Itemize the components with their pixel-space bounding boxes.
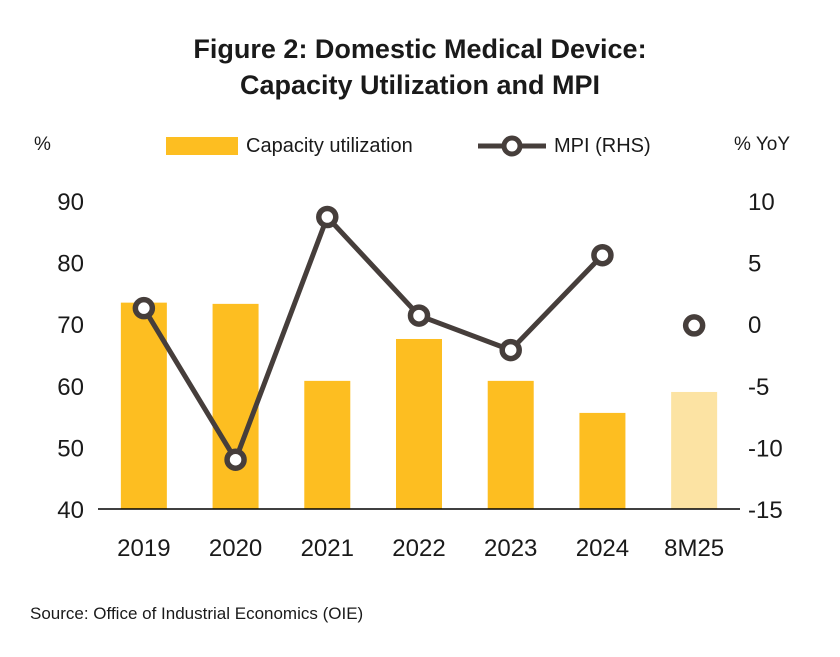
mpi-line-series	[132, 205, 706, 471]
x-tick-label: 2021	[301, 535, 354, 562]
right-tick-label: -15	[748, 497, 783, 524]
capacity-bars	[120, 302, 718, 509]
legend-marker-mpi	[501, 135, 523, 157]
x-tick-label: 2022	[392, 535, 445, 562]
left-axis-unit: %	[34, 134, 51, 155]
x-tick-label: 2020	[209, 535, 262, 562]
legend-swatch-capacity-utilization	[166, 137, 238, 155]
x-tick-label: 2023	[484, 535, 537, 562]
x-axis-ticks: 2019 2020 2021 2022 2023 2024 8M25	[117, 535, 724, 562]
mpi-line-path	[141, 214, 605, 463]
right-axis-ticks: 10 5 0 -5 -10 -15	[748, 189, 783, 524]
mpi-point-2019	[132, 296, 156, 320]
right-tick-label: 0	[748, 312, 761, 339]
capacity-bar-2024	[579, 412, 626, 509]
capacity-bar-2023	[487, 380, 534, 509]
x-tick-label: 8M25	[664, 535, 724, 562]
capacity-bar-2020	[212, 303, 259, 509]
left-tick-label: 40	[57, 497, 84, 524]
left-tick-label: 80	[57, 251, 84, 278]
right-tick-label: -10	[748, 435, 783, 462]
right-tick-label: 10	[748, 189, 775, 216]
left-tick-label: 90	[57, 189, 84, 216]
source-note: Source: Office of Industrial Economics (…	[30, 604, 363, 623]
mpi-point-2022	[407, 304, 431, 327]
capacity-bar-8m25	[671, 391, 718, 509]
left-tick-label: 50	[57, 435, 84, 462]
legend-label-mpi: MPI (RHS)	[554, 135, 651, 157]
capacity-bar-2021	[304, 380, 351, 509]
left-tick-label: 70	[57, 312, 84, 339]
left-tick-label: 60	[57, 374, 84, 401]
legend: Capacity utilization MPI (RHS)	[166, 135, 651, 157]
right-axis-unit: % YoY	[734, 134, 790, 155]
left-axis-ticks: 90 80 70 60 50 40	[57, 189, 84, 524]
mpi-point-2024	[591, 243, 614, 267]
capacity-bar-2022	[396, 338, 442, 509]
x-tick-label: 2024	[576, 535, 629, 562]
mpi-point-8m25	[682, 314, 706, 337]
legend-label-capacity-utilization: Capacity utilization	[246, 135, 413, 157]
chart-title-line-2: Capacity Utilization and MPI	[240, 70, 600, 100]
right-tick-label: -5	[748, 374, 769, 401]
x-tick-label: 2019	[117, 535, 170, 562]
mpi-point-2023	[499, 338, 522, 362]
chart-title-line-1: Figure 2: Domestic Medical Device:	[193, 34, 646, 64]
right-tick-label: 5	[748, 251, 761, 278]
mpi-point-2021	[316, 205, 339, 229]
mpi-point-2020	[224, 448, 247, 471]
